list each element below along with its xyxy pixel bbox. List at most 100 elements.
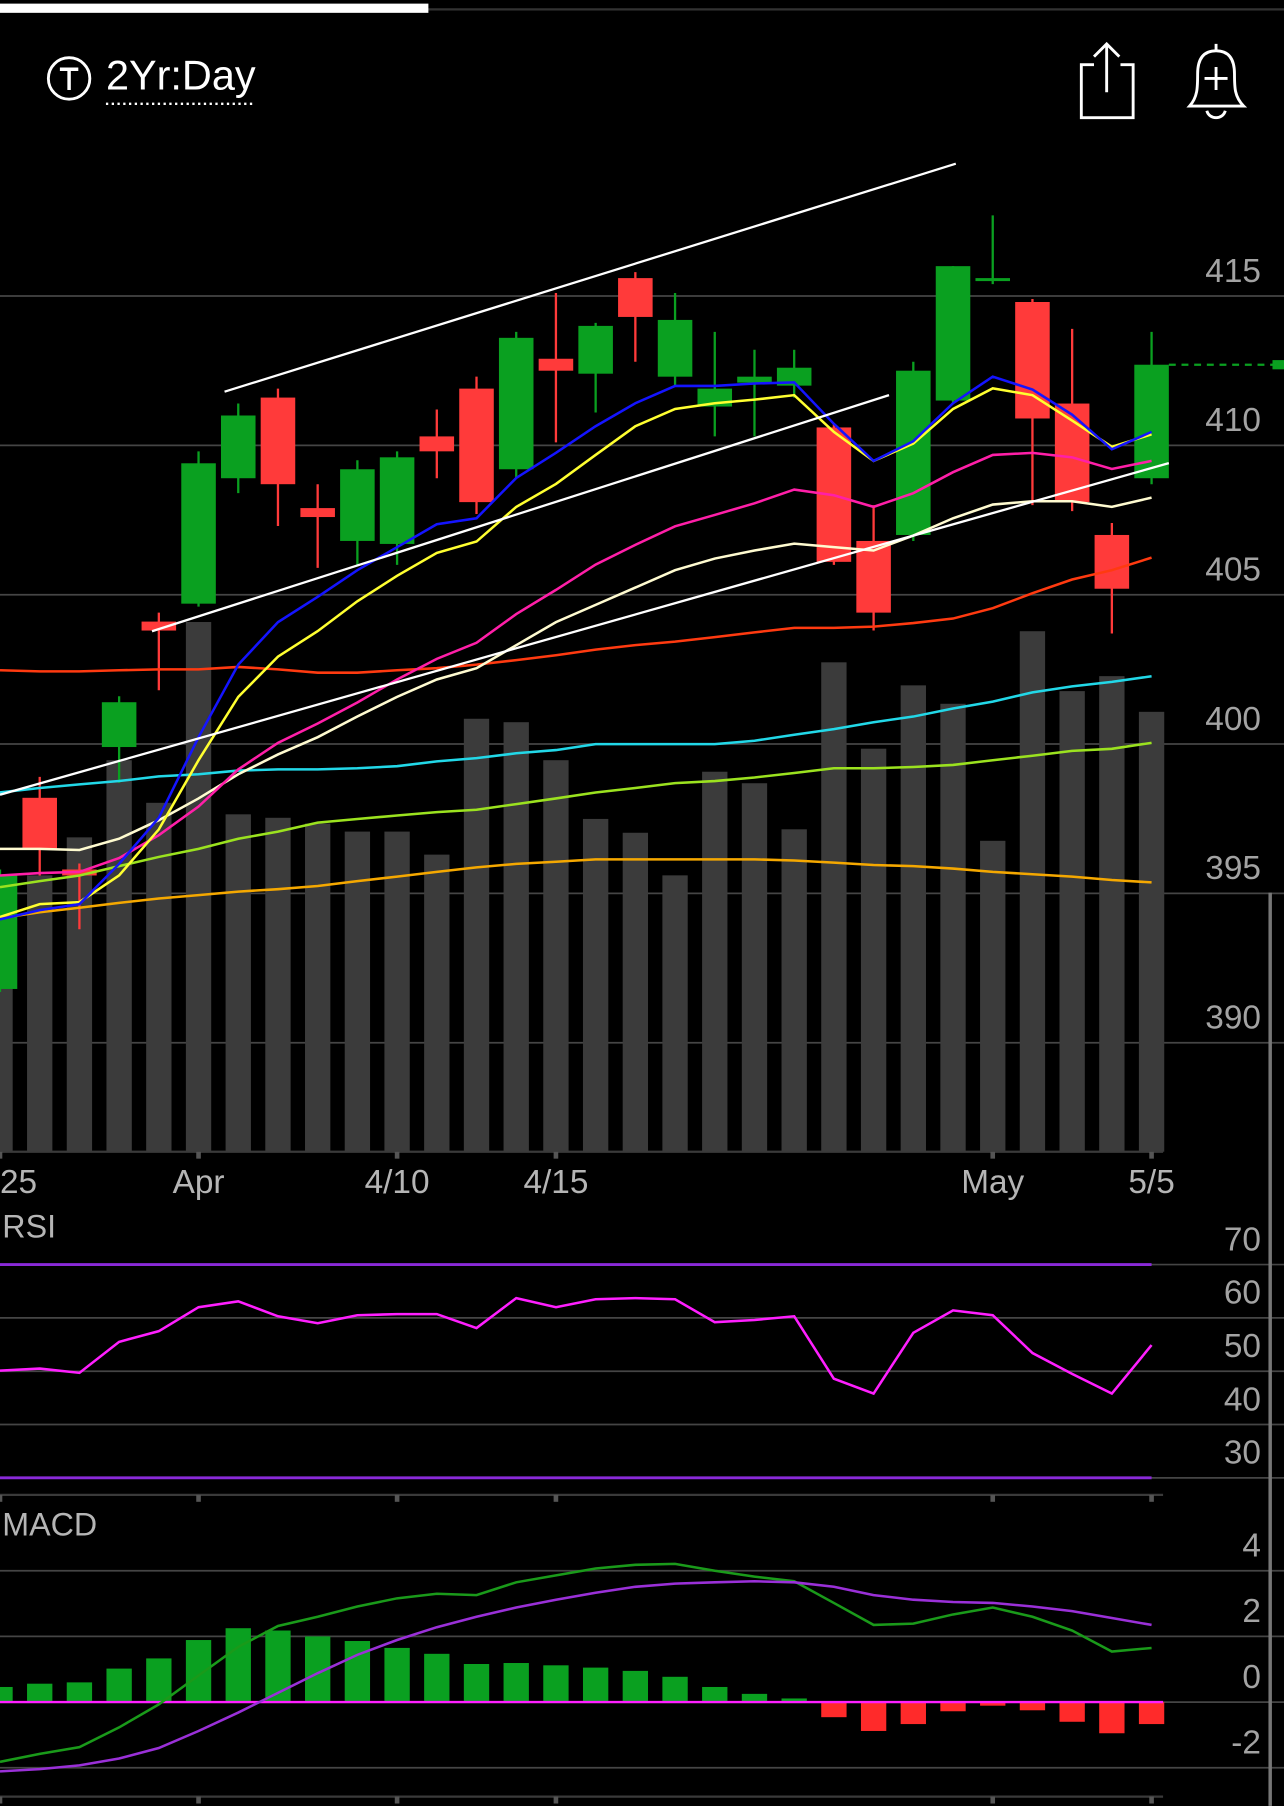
y-tick-label: 30 [1224,1435,1261,1472]
bell-icon [1186,49,1248,108]
histogram-bar [702,1686,728,1703]
candle-body [419,436,455,452]
timeframe-selector[interactable]: 2Yr:Day [46,51,256,105]
histogram-bar [860,1702,887,1731]
share-button[interactable] [1079,41,1135,120]
candle-body [776,367,812,386]
candle-body [618,278,653,317]
panel-title: MACD [2,1507,97,1543]
y-tick-label: -2 [1231,1725,1261,1762]
indicator-line [0,1580,1152,1773]
histogram-bar [106,1668,132,1703]
candle-body [896,370,931,535]
volume-bar [384,831,410,1152]
candle-body [0,875,18,989]
volume-bar [503,722,529,1152]
histogram-bar [940,1702,966,1712]
histogram-bar [662,1676,688,1703]
y-tick-label: 400 [1205,701,1261,738]
x-tick-label: 4/15 [523,1164,588,1201]
candle-body [220,415,256,479]
x-tick-label: May [961,1164,1024,1201]
trendline [0,461,1170,796]
x-tick-label: 5/5 [1128,1164,1174,1201]
y-tick-label: 390 [1205,1000,1261,1037]
y-tick-label: 2 [1242,1593,1261,1630]
histogram-bar [463,1663,490,1703]
x-tick-label: 4/10 [365,1164,430,1201]
trendline [224,162,957,393]
y-tick-label: 0 [1242,1659,1261,1696]
y-tick-label: 395 [1205,850,1261,887]
indicator-line [0,375,1153,921]
histogram-bar [384,1647,410,1703]
y-tick-label: 40 [1224,1381,1261,1418]
candle-body [538,358,574,371]
volume-bar [622,832,649,1152]
histogram-bar [1138,1702,1165,1725]
last-price-marker [1272,360,1284,370]
y-tick-label: 415 [1205,253,1261,290]
volume-bar [424,854,450,1152]
volume-bar [781,829,807,1152]
indicator-line [0,451,1152,877]
progress-bar [0,3,429,13]
candle-body [935,266,971,401]
candle-body [1094,534,1130,589]
histogram-bar [622,1670,649,1703]
histogram-bar [1059,1702,1085,1722]
histogram-bar [543,1665,569,1703]
volume-bar [543,760,569,1152]
candle-body [1134,364,1169,479]
candle-body [22,797,57,849]
alert-button[interactable] [1186,43,1248,120]
volume-bar [821,662,847,1152]
timeframe-label[interactable]: 2Yr:Day [106,51,256,98]
volume-bar [940,703,966,1152]
share-icon-box [1079,63,1135,120]
histogram-bar [1019,1702,1046,1711]
volume-bar [860,748,887,1152]
histogram-bar [27,1683,53,1703]
volume-bar [344,831,371,1152]
histogram-bar [781,1698,807,1703]
indicator-line [0,675,1152,794]
indicator-line [0,556,1152,674]
candle-body [379,457,415,544]
histogram-bar [980,1702,1006,1706]
volume-bar [225,814,251,1152]
histogram-bar [424,1653,450,1703]
y-tick-label: 70 [1224,1221,1261,1258]
volume-bar [662,875,688,1152]
candle-body [1015,302,1050,419]
histogram-bar [185,1640,212,1703]
histogram-bar [1099,1702,1125,1734]
y-tick-label: 410 [1205,402,1261,439]
volume-bar [185,622,212,1152]
timeframe-icon-glyph [59,67,79,90]
y-tick-label: 405 [1205,551,1261,588]
share-icon-arrow [1092,41,1121,93]
y-tick-label: 50 [1224,1328,1261,1365]
volume-bar [265,817,291,1152]
panel-title: RSI [2,1208,56,1244]
indicator-line [0,496,1152,852]
candle-body [459,388,494,503]
volume-bar [1138,711,1165,1152]
volume-bar [106,760,132,1152]
x-tick-label: 25 [0,1164,37,1201]
y-tick-label: 4 [1242,1528,1261,1565]
bell-icon-details [1204,43,1228,120]
histogram-bar [821,1702,847,1718]
candle-body [498,337,534,470]
y-tick-label: 60 [1224,1275,1261,1312]
volume-bar [1099,676,1125,1152]
volume-bar [1019,631,1046,1152]
candle-body [657,319,693,377]
volume-bar [900,685,926,1152]
candle-body [141,621,177,631]
histogram-bar [66,1682,93,1703]
